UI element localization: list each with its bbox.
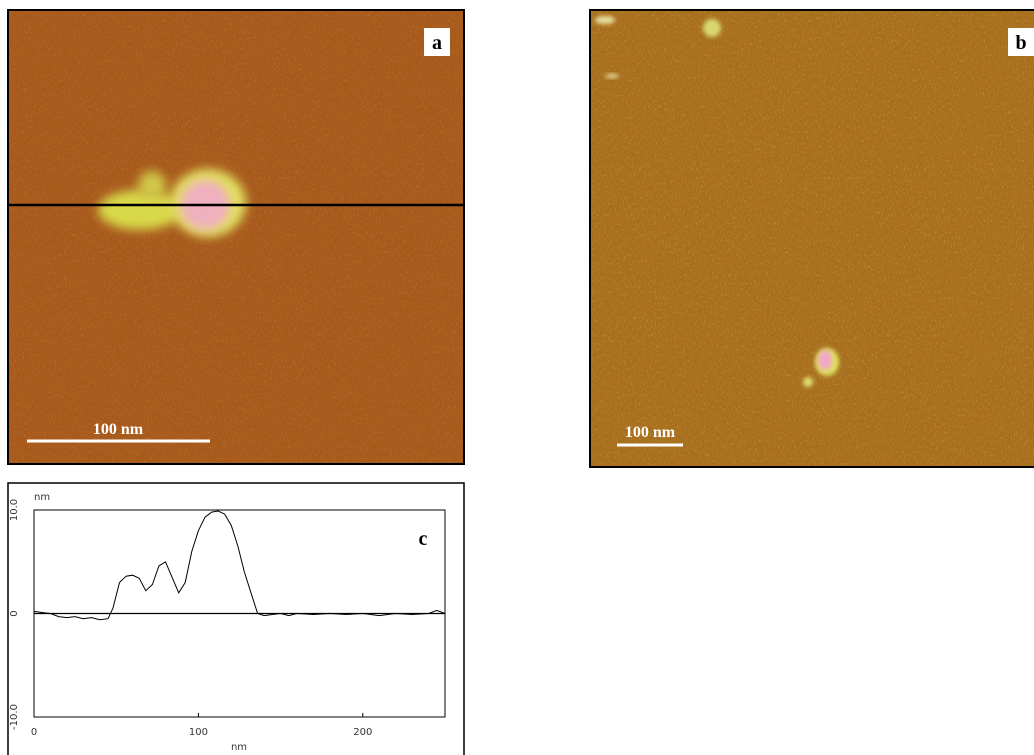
x-tick-label: 100 <box>189 727 208 738</box>
y-tick-label: 0 <box>9 610 20 616</box>
speck <box>703 19 721 37</box>
blob <box>98 190 182 230</box>
y-unit: nm <box>34 492 50 503</box>
profile <box>33 510 446 621</box>
speck-core <box>818 350 832 370</box>
panel-frame <box>7 482 465 755</box>
label-box <box>424 28 450 56</box>
blob <box>138 171 166 199</box>
x-tick-label: 0 <box>31 727 37 738</box>
x-axis-label: nm <box>231 742 247 753</box>
panel-b: b 100 nm <box>589 9 1034 468</box>
texture <box>9 11 463 463</box>
speck <box>595 16 615 24</box>
speck <box>605 74 619 78</box>
panel-label: a <box>432 32 442 54</box>
y-tick-label: -10.0 <box>9 704 20 730</box>
speck <box>803 377 813 387</box>
label-box <box>1008 28 1034 56</box>
x-tick-label: 200 <box>353 727 372 738</box>
y-tick-label: 10.0 <box>9 499 20 521</box>
panel-label: c <box>419 528 428 550</box>
texture <box>591 11 1034 466</box>
panel-label: b <box>1015 32 1026 54</box>
panel-c: nm nm c -10.0 0 10.0 0 100 200 <box>7 482 465 755</box>
panel-a: a 100 nm <box>7 9 465 465</box>
scale-bar-label: 100 nm <box>625 424 676 441</box>
scale-bar-label: 100 nm <box>93 421 144 438</box>
